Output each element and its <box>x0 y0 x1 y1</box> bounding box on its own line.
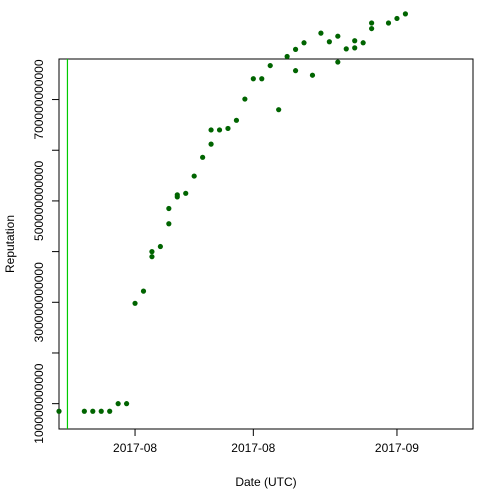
data-point <box>157 243 163 250</box>
y-tick-label: 300000000000 <box>32 262 46 342</box>
data-point <box>352 45 358 51</box>
data-point <box>107 408 113 414</box>
data-point <box>335 33 341 39</box>
data-point <box>326 39 332 45</box>
y-axis-title: Reputation <box>3 215 17 273</box>
data-point <box>191 173 197 179</box>
plot-frame <box>58 58 474 430</box>
data-point <box>216 127 223 133</box>
data-point <box>98 408 104 414</box>
data-point <box>132 300 138 306</box>
data-point <box>402 11 409 17</box>
data-point <box>123 401 130 407</box>
data-point <box>149 249 155 255</box>
data-point <box>318 30 324 36</box>
data-point <box>259 76 265 82</box>
data-point <box>352 38 358 44</box>
data-point <box>149 254 155 260</box>
x-tick-label: 2017-09 <box>375 441 419 455</box>
x-axis-title: Date (UTC) <box>235 475 296 489</box>
data-point <box>174 192 180 198</box>
data-point <box>292 68 299 74</box>
data-point <box>233 117 240 123</box>
y-tick-label: 100000000000 <box>32 363 46 443</box>
data-point <box>81 408 87 414</box>
data-point <box>335 59 341 65</box>
data-point <box>166 205 172 212</box>
data-point <box>309 72 316 78</box>
data-point <box>200 154 206 160</box>
data-point <box>394 15 400 22</box>
data-point <box>343 46 349 52</box>
data-point <box>56 408 62 414</box>
data-point <box>267 62 273 69</box>
data-point <box>242 96 248 102</box>
x-tick-label: 2017-08 <box>231 441 275 455</box>
x-axis: 2017-08 2017-08 2017-09 <box>113 429 419 455</box>
points-layer <box>56 11 409 414</box>
data-point <box>284 53 290 60</box>
data-point <box>166 221 172 227</box>
data-point <box>250 76 256 82</box>
data-point <box>115 401 121 407</box>
data-point <box>292 46 299 52</box>
data-point <box>183 190 189 196</box>
y-tick-label: 500000000000 <box>32 161 46 241</box>
data-point <box>208 127 214 133</box>
data-point <box>369 25 375 32</box>
y-axis: 100000000000 300000000000 500000000000 7000… <box>32 59 59 444</box>
data-point <box>301 40 307 46</box>
data-point <box>369 20 375 26</box>
data-point <box>90 408 96 414</box>
data-point <box>385 20 392 26</box>
data-point <box>276 107 282 113</box>
data-point <box>140 288 147 294</box>
data-point <box>360 40 366 46</box>
data-point <box>208 141 214 147</box>
x-tick-label: 2017-08 <box>113 441 157 455</box>
y-tick-label: 700000000000 <box>32 59 46 139</box>
data-point <box>225 125 231 132</box>
